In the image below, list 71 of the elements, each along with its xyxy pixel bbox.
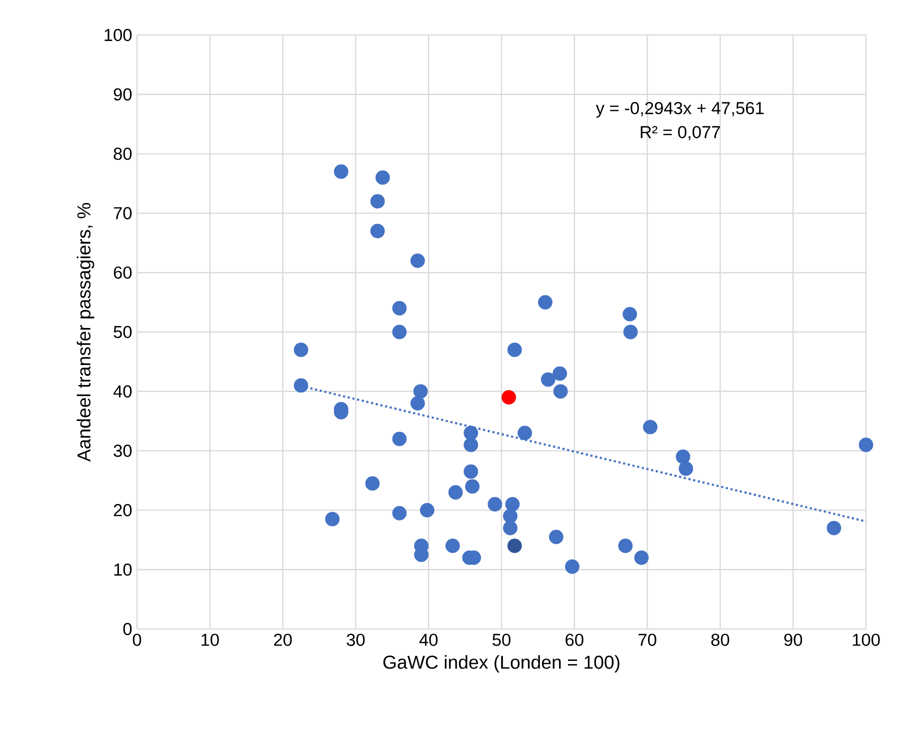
x-tick-label: 50 <box>492 634 510 646</box>
point <box>623 324 638 340</box>
annotation: y = -0,2943x + 47,561 <box>596 102 764 118</box>
point <box>618 538 633 554</box>
point <box>410 254 425 268</box>
annotation: R² = 0,077 <box>640 126 720 140</box>
point <box>464 464 478 479</box>
point <box>420 502 434 518</box>
point <box>325 512 340 526</box>
point <box>294 342 308 358</box>
point <box>392 506 407 520</box>
y-tick-label: 70 <box>114 207 132 220</box>
point <box>622 306 638 322</box>
x-tick-label: 30 <box>346 634 365 646</box>
point <box>448 485 463 500</box>
y-tick-label: 20 <box>114 504 132 516</box>
point <box>507 342 522 358</box>
point <box>505 497 520 512</box>
point <box>552 366 568 381</box>
y-tick-label: 80 <box>114 148 132 160</box>
point <box>370 194 385 209</box>
x-axis-title: GaWC index (Londen = 100) <box>383 655 620 673</box>
x-tick-label: 20 <box>274 634 292 646</box>
point <box>538 295 552 310</box>
point <box>858 438 874 452</box>
point <box>392 301 407 316</box>
point <box>676 450 690 464</box>
point <box>464 426 478 440</box>
point <box>507 538 522 554</box>
point <box>375 170 390 185</box>
x-tick-label: 70 <box>638 634 656 646</box>
point <box>540 372 556 387</box>
x-tick-label: 60 <box>566 634 584 646</box>
point <box>826 520 842 536</box>
point <box>392 432 407 446</box>
point <box>413 384 428 399</box>
point <box>553 384 568 399</box>
y-tick-label: 90 <box>114 88 132 101</box>
y-tick-label: 30 <box>114 444 132 457</box>
point <box>365 476 380 491</box>
y-tick-label: 0 <box>123 622 132 636</box>
point <box>488 497 502 512</box>
point <box>464 438 478 452</box>
point <box>634 550 649 565</box>
y-tick-label: 10 <box>114 563 132 576</box>
x-tick-label: 10 <box>202 634 219 646</box>
point <box>518 426 532 440</box>
x-tick-label: 80 <box>711 634 730 646</box>
point <box>503 520 518 536</box>
x-tick-label: 0 <box>132 634 142 646</box>
point <box>678 461 694 476</box>
point <box>334 164 348 179</box>
point <box>502 390 516 405</box>
point <box>503 508 518 524</box>
point <box>445 538 460 554</box>
x-tick-label: 100 <box>852 634 880 646</box>
point <box>643 420 658 434</box>
y-tick-label: 40 <box>113 385 132 398</box>
point <box>410 396 425 410</box>
y-tick-label: 100 <box>104 28 132 42</box>
point <box>294 378 308 393</box>
x-tick-label: 90 <box>784 634 802 646</box>
point <box>565 559 580 574</box>
point <box>370 224 385 238</box>
y-tick-label: 50 <box>114 326 132 338</box>
point <box>465 479 480 494</box>
point <box>548 530 564 544</box>
point <box>392 324 407 340</box>
y-axis-title: Aandeel transfer passagiers, % <box>76 203 94 462</box>
x-tick-label: 40 <box>419 634 438 646</box>
y-tick-label: 60 <box>114 266 132 279</box>
